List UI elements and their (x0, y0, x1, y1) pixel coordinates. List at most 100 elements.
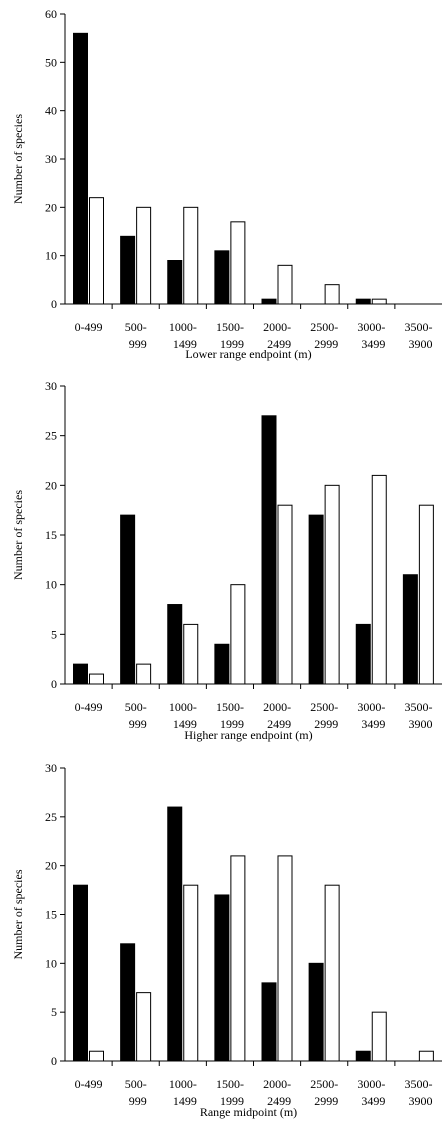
y-tick-label: 20 (45, 478, 57, 492)
x-tick-label: 3000- (357, 700, 385, 714)
x-tick-label: 3500- (404, 320, 432, 334)
x-tick-label: 1500- (216, 320, 244, 334)
x-tick-label-line2: 2499 (267, 717, 291, 731)
x-tick-label: 2500- (310, 700, 338, 714)
bar-white-7 (371, 1011, 387, 1062)
x-tick-label: 1000- (169, 320, 197, 334)
y-tick-label: 25 (45, 810, 57, 824)
x-tick-label-line2: 1499 (173, 1094, 197, 1108)
y-axis-title: Number of species (11, 869, 25, 959)
bar-black-1 (73, 663, 88, 685)
y-tick-label: 15 (45, 908, 57, 922)
x-tick-label-line2: 3900 (408, 717, 432, 731)
bar-white-1 (89, 197, 104, 305)
x-tick-label: 500- (125, 320, 147, 334)
x-tick-label-line2: 2999 (314, 1094, 338, 1108)
x-tick-label-line2: 1999 (220, 1094, 244, 1108)
x-axis-title: Lower range endpoint (m) (185, 347, 311, 361)
x-axis-title: Range midpoint (m) (200, 1105, 297, 1119)
x-tick-label: 3000- (357, 320, 385, 334)
x-tick-label: 500- (125, 1077, 147, 1091)
x-tick-label-line2: 1499 (173, 337, 197, 351)
x-tick-label-line2: 3900 (408, 337, 432, 351)
bar-black-2 (120, 943, 136, 1062)
y-tick-label: 0 (51, 297, 57, 311)
x-tick-label: 3500- (404, 1077, 432, 1091)
bar-white-8 (418, 1050, 434, 1062)
bar-white-3 (183, 884, 199, 1062)
bar-white-4 (230, 584, 246, 685)
x-tick-label: 1500- (216, 700, 244, 714)
x-tick-label: 2000- (263, 320, 291, 334)
y-tick-label: 60 (45, 7, 57, 21)
y-tick-label: 20 (45, 859, 57, 873)
y-tick-label: 10 (45, 956, 57, 970)
bar-black-1 (73, 884, 88, 1062)
x-tick-label: 2000- (263, 1077, 291, 1091)
bar-black-5 (261, 415, 277, 685)
bar-white-7 (371, 298, 387, 305)
bar-white-3 (183, 623, 199, 685)
bar-black-7 (355, 298, 371, 305)
y-tick-label: 20 (45, 200, 57, 214)
bar-white-8 (418, 504, 434, 685)
y-tick-label: 5 (51, 627, 57, 641)
x-tick-label: 1500- (216, 1077, 244, 1091)
y-tick-label: 30 (45, 152, 57, 166)
x-tick-label: 0-499 (75, 700, 103, 714)
x-tick-label-line2: 3499 (361, 717, 385, 731)
bar-black-2 (120, 235, 136, 305)
x-tick-label: 3000- (357, 1077, 385, 1091)
y-tick-label: 5 (51, 1005, 57, 1019)
x-tick-label: 1000- (169, 700, 197, 714)
y-axis-title: Number of species (11, 114, 25, 204)
bar-black-2 (120, 514, 136, 685)
chart-panel-1: 0 10 20 30 40 50 60 0-499 500- 999 1000- 1499 1500- 1… (11, 7, 442, 361)
x-tick-label: 500- (125, 700, 147, 714)
x-tick-label: 0-499 (75, 320, 103, 334)
bar-black-4 (214, 643, 230, 685)
bar-black-6 (308, 514, 324, 685)
y-tick-label: 30 (45, 761, 57, 775)
x-tick-label-line2: 2499 (267, 337, 291, 351)
x-tick-label-line2: 3900 (408, 1094, 432, 1108)
x-tick-label: 2000- (263, 700, 291, 714)
y-tick-label: 50 (45, 55, 57, 69)
bar-black-3 (167, 806, 183, 1062)
chart-panel-3: 0 5 10 15 20 25 30 0-499 500- 999 1000- 1499 1500- 19… (11, 761, 442, 1119)
bar-black-4 (214, 894, 230, 1062)
bar-white-2 (136, 663, 152, 685)
chart-panel-2: 0 5 10 15 20 25 30 0-499 500- 999 1000- 1499 1500- 19… (11, 379, 442, 742)
bar-white-4 (230, 855, 246, 1062)
x-tick-label-line2: 3499 (361, 1094, 385, 1108)
y-tick-label: 30 (45, 379, 57, 393)
x-tick-label: 0-499 (75, 1077, 103, 1091)
y-tick-label: 0 (51, 677, 57, 691)
bar-black-3 (167, 604, 183, 685)
x-tick-label-line2: 3499 (361, 337, 385, 351)
x-tick-label-line2: 1999 (220, 717, 244, 731)
bar-white-5 (277, 504, 293, 685)
x-tick-label: 2500- (310, 320, 338, 334)
bar-black-7 (355, 623, 371, 685)
x-tick-label: 2500- (310, 1077, 338, 1091)
bar-black-3 (167, 260, 183, 305)
bar-white-2 (136, 992, 152, 1062)
bar-white-1 (89, 673, 104, 685)
x-tick-label-line2: 999 (129, 337, 147, 351)
bar-black-4 (214, 250, 230, 305)
bar-white-6 (324, 484, 340, 685)
x-axis-title: Higher range endpoint (m) (184, 728, 312, 742)
bar-black-5 (261, 298, 277, 305)
bar-white-1 (89, 1050, 104, 1062)
bar-black-7 (355, 1050, 371, 1062)
bar-white-4 (230, 221, 246, 305)
y-tick-label: 40 (45, 104, 57, 118)
y-tick-label: 0 (51, 1054, 57, 1068)
x-tick-label-line2: 2499 (267, 1094, 291, 1108)
bar-white-6 (324, 284, 340, 305)
bar-white-7 (371, 474, 387, 685)
bar-white-3 (183, 206, 199, 305)
bar-white-5 (277, 855, 293, 1062)
